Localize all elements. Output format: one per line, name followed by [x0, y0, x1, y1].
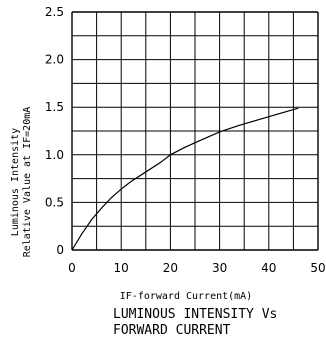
- x-tick-label: 50: [310, 261, 325, 275]
- y-tick-label: 2.5: [45, 5, 64, 19]
- chart-series: [71, 107, 299, 251]
- chart-grid: [71, 11, 319, 251]
- y-tick-label: 0.5: [45, 195, 64, 209]
- x-tick-labels: 0 10 20 30 40 50: [68, 261, 325, 275]
- y-tick-label: 2.0: [45, 53, 64, 67]
- chart-title-line-2: FORWARD CURRENT: [113, 323, 231, 338]
- y-axis-label-line-1: Luminous Intensity: [10, 128, 21, 236]
- y-tick-label: 0: [56, 243, 64, 257]
- x-tick-label: 30: [212, 261, 227, 275]
- x-tick-label: 0: [68, 261, 76, 275]
- y-tick-label: 1.5: [45, 100, 64, 114]
- chart-title-line-1: LUMINOUS INTENSITY Vs: [113, 307, 277, 322]
- y-tick-label: 1.0: [45, 148, 64, 162]
- x-tick-label: 20: [163, 261, 178, 275]
- y-tick-labels: 0 0.5 1.0 1.5 2.0 2.5: [45, 5, 64, 257]
- y-axis-label-line-2: Relative Value at IF=20mA: [22, 107, 33, 258]
- x-tick-label: 40: [261, 261, 276, 275]
- x-tick-label: 10: [114, 261, 129, 275]
- series-line: [71, 107, 299, 251]
- x-axis-label: IF-forward Current(mA): [120, 291, 252, 302]
